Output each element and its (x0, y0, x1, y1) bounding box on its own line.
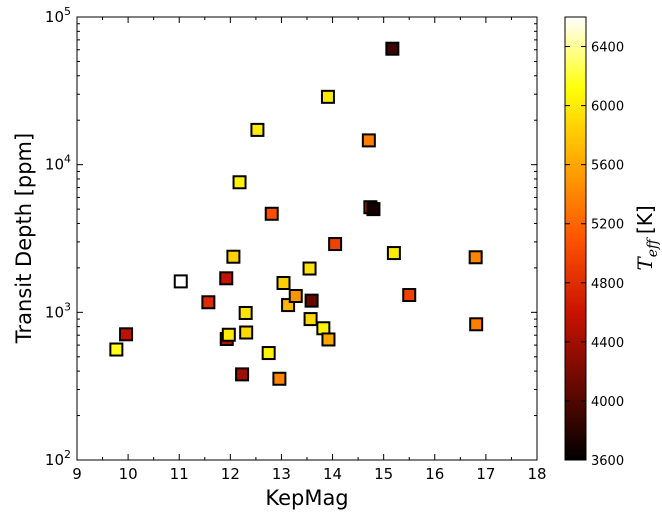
data-point (226, 249, 241, 264)
x-axis-title: KepMag (265, 486, 348, 510)
y-tick-label: 102 (45, 448, 71, 469)
colorbar-tick-label: 3600 (591, 454, 624, 469)
data-point (316, 321, 331, 336)
data-point (469, 317, 484, 332)
colorbar-tick-label: 5600 (591, 159, 624, 174)
colorbar-title-main: T (633, 256, 657, 271)
data-point (201, 295, 216, 310)
x-tick-label: 10 (119, 465, 138, 483)
x-tick-label: 13 (272, 465, 291, 483)
x-tick-label: 11 (170, 465, 189, 483)
data-point (385, 41, 400, 56)
data-point (238, 305, 253, 320)
data-point (302, 261, 317, 276)
x-tick-label: 15 (374, 465, 393, 483)
colorbar-tick-label: 4800 (591, 277, 624, 292)
data-point (276, 275, 291, 290)
data-point (320, 89, 335, 104)
data-point (272, 371, 287, 386)
colorbar-title-sub: eff (645, 237, 661, 257)
colorbar-tick-label: 6400 (591, 41, 624, 56)
x-tick-label: 18 (527, 465, 546, 483)
data-point (119, 327, 134, 342)
x-tick-label: 17 (476, 465, 495, 483)
data-point (219, 271, 234, 286)
data-point (328, 237, 343, 252)
y-tick-labels: 102 103 104 105 (45, 5, 71, 469)
data-point (303, 312, 318, 327)
colorbar-title-unit: [K] (633, 205, 657, 234)
colorbar-tick-label: 6000 (591, 100, 624, 115)
y-tick-label: 104 (45, 153, 71, 174)
data-point (321, 332, 336, 347)
data-point (468, 250, 483, 265)
x-tick-label: 16 (425, 465, 444, 483)
data-point (366, 202, 381, 217)
data-point (361, 133, 376, 148)
data-point (288, 289, 303, 304)
colorbar-ticks: 3600 4000 4400 4800 5200 5600 6000 6400 (565, 41, 624, 469)
x-tick-label: 12 (221, 465, 240, 483)
data-point (250, 122, 265, 137)
data-point (173, 274, 188, 289)
x-tick-label: 14 (323, 465, 342, 483)
y-tick-label: 103 (45, 300, 71, 321)
x-tick-labels: 9 10 11 12 13 14 15 16 17 18 (72, 465, 546, 483)
data-point (261, 346, 276, 361)
data-point (386, 246, 401, 261)
colorbar-tick-label: 4000 (591, 395, 624, 410)
x-tick-label: 9 (72, 465, 82, 483)
data-point (264, 206, 279, 221)
data-point (239, 325, 254, 340)
data-points (109, 41, 484, 386)
colorbar-frame (564, 16, 587, 461)
colorbar-tick-label: 5200 (591, 218, 624, 233)
colorbar-tick-label: 4400 (591, 336, 624, 351)
data-point (109, 342, 124, 357)
y-axis-title: Transit Depth [ppm] (12, 133, 36, 344)
data-point (304, 293, 319, 308)
y-tick-label: 105 (45, 5, 71, 26)
colorbar-gradient (565, 17, 586, 460)
data-point (402, 288, 417, 303)
data-point (235, 367, 250, 382)
data-point (221, 327, 236, 342)
plot-frame (76, 16, 538, 461)
axis-ticks (76, 16, 538, 461)
data-point (232, 175, 247, 190)
colorbar-title: Teff [K] (633, 205, 661, 270)
